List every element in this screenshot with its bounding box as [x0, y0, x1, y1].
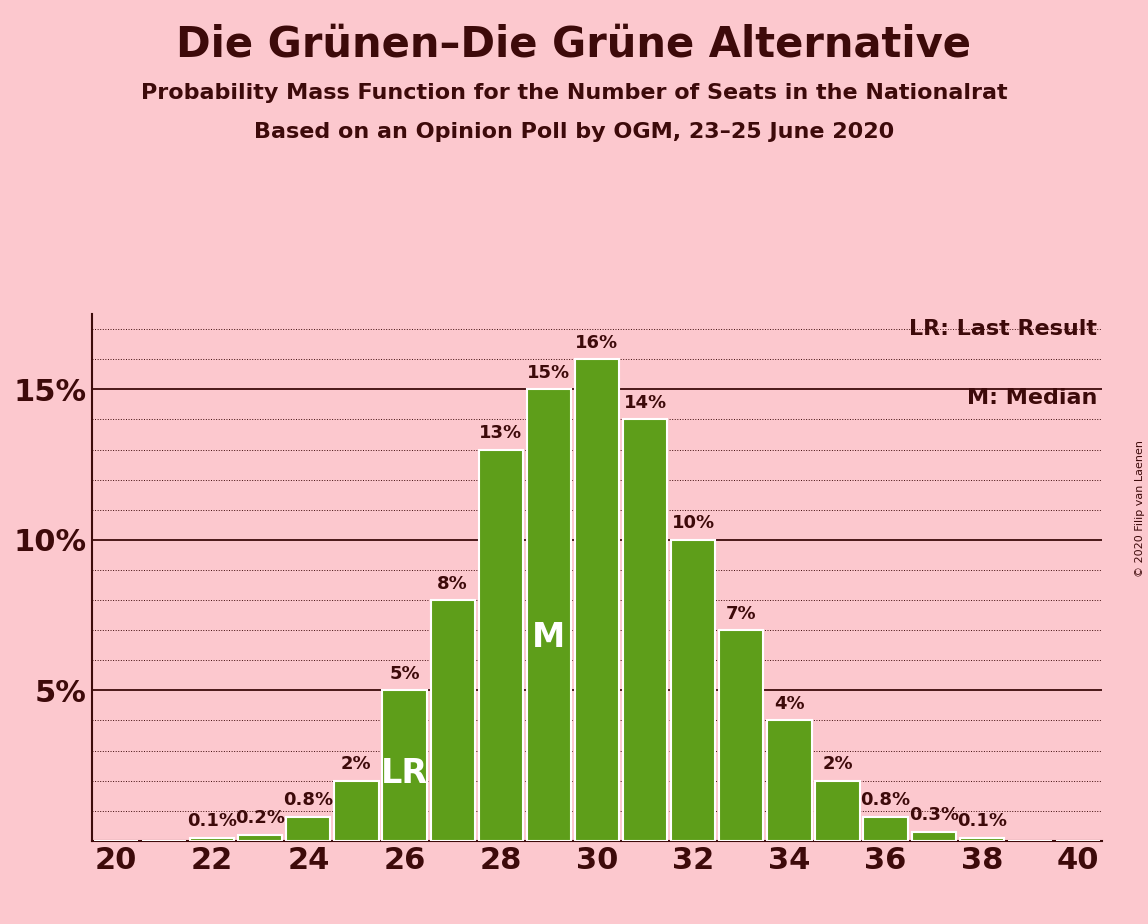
- Bar: [623, 419, 667, 841]
- Bar: [382, 690, 427, 841]
- Bar: [815, 781, 860, 841]
- Bar: [960, 838, 1004, 841]
- Bar: [189, 838, 234, 841]
- Text: 10%: 10%: [672, 515, 715, 532]
- Bar: [479, 450, 522, 841]
- Text: 0.3%: 0.3%: [909, 807, 959, 824]
- Bar: [767, 721, 812, 841]
- Text: Probability Mass Function for the Number of Seats in the Nationalrat: Probability Mass Function for the Number…: [141, 83, 1007, 103]
- Bar: [430, 600, 475, 841]
- Bar: [575, 359, 619, 841]
- Bar: [286, 817, 331, 841]
- Text: M: M: [533, 621, 566, 654]
- Bar: [719, 630, 763, 841]
- Text: 2%: 2%: [341, 755, 372, 773]
- Bar: [863, 817, 908, 841]
- Text: 13%: 13%: [479, 424, 522, 442]
- Text: 0.8%: 0.8%: [861, 791, 910, 809]
- Text: LR: LR: [381, 757, 428, 790]
- Bar: [238, 834, 282, 841]
- Text: 2%: 2%: [822, 755, 853, 773]
- Bar: [334, 781, 379, 841]
- Text: 8%: 8%: [437, 575, 468, 592]
- Text: 15%: 15%: [527, 364, 571, 382]
- Text: 14%: 14%: [623, 394, 667, 412]
- Text: 0.1%: 0.1%: [187, 812, 238, 831]
- Text: 16%: 16%: [575, 334, 619, 352]
- Text: © 2020 Filip van Laenen: © 2020 Filip van Laenen: [1135, 440, 1145, 577]
- Bar: [527, 389, 571, 841]
- Text: 4%: 4%: [774, 695, 805, 713]
- Text: 0.2%: 0.2%: [235, 809, 285, 827]
- Text: Based on an Opinion Poll by OGM, 23–25 June 2020: Based on an Opinion Poll by OGM, 23–25 J…: [254, 122, 894, 142]
- Text: Die Grünen–Die Grüne Alternative: Die Grünen–Die Grüne Alternative: [177, 23, 971, 65]
- Text: 0.1%: 0.1%: [956, 812, 1007, 831]
- Text: LR: Last Result: LR: Last Result: [909, 320, 1097, 339]
- Text: 7%: 7%: [726, 604, 757, 623]
- Bar: [912, 832, 956, 841]
- Text: M: Median: M: Median: [967, 388, 1097, 407]
- Bar: [672, 540, 715, 841]
- Text: 5%: 5%: [389, 665, 420, 683]
- Text: 0.8%: 0.8%: [284, 791, 333, 809]
